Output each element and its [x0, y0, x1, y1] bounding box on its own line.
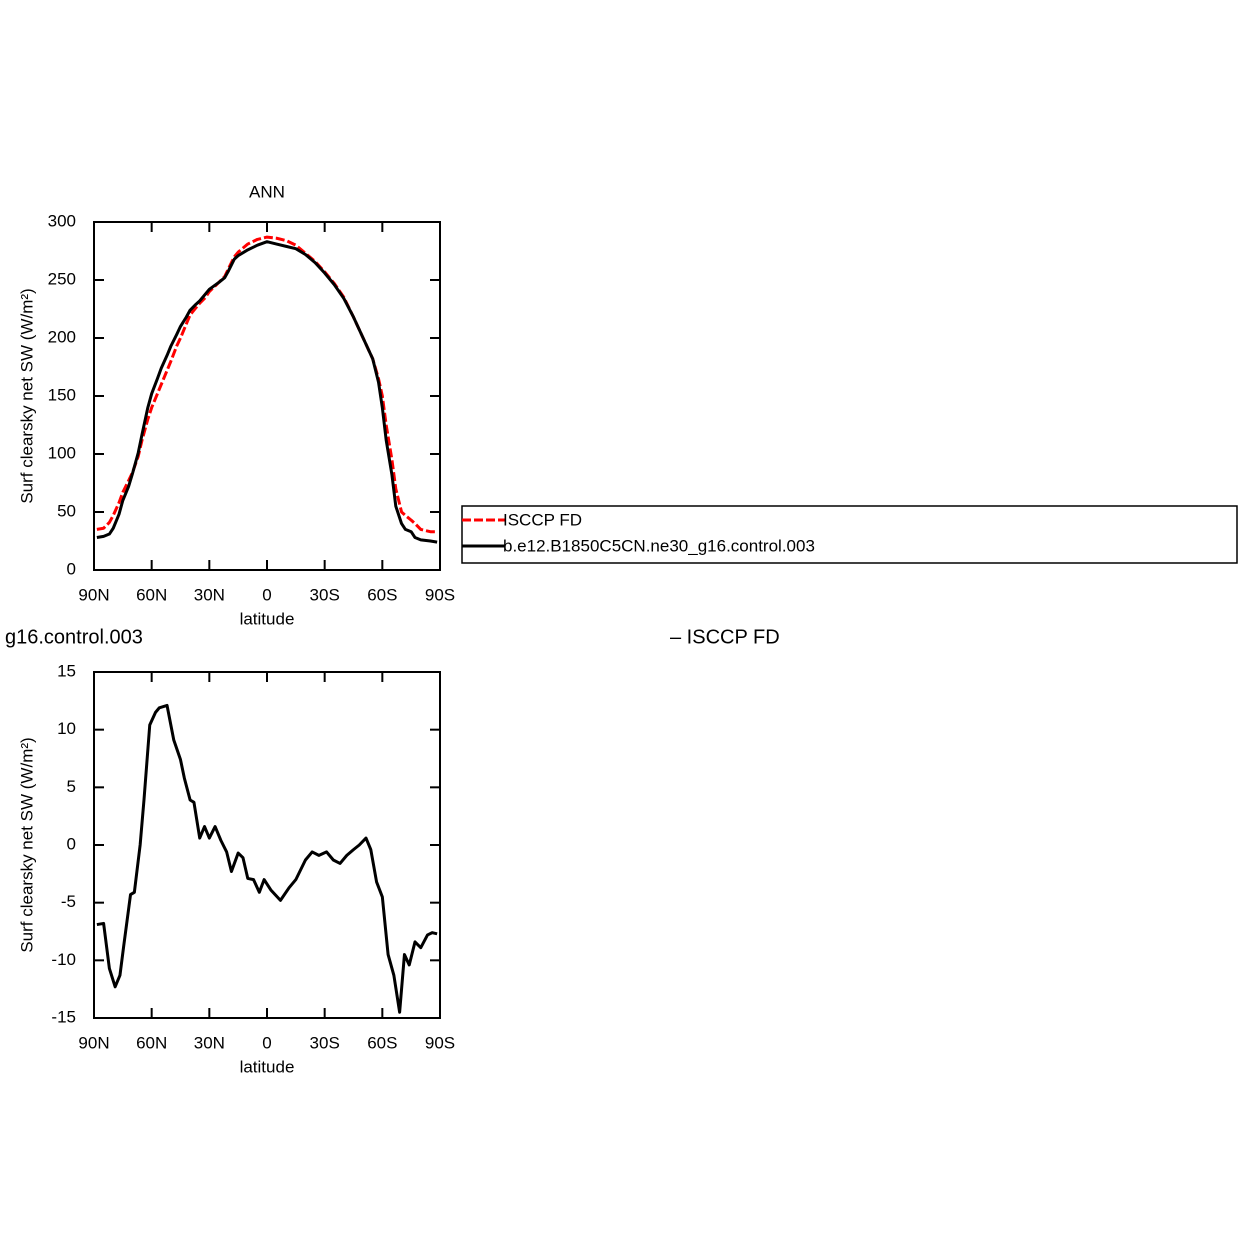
y-tick-label: -5 — [61, 892, 76, 911]
y-tick-label: 0 — [67, 834, 76, 853]
legend-box — [461, 505, 1238, 564]
x-tick-label: 90S — [425, 1033, 455, 1052]
x-tick-label: 60N — [136, 585, 167, 604]
x-tick-label: 30N — [194, 1033, 225, 1052]
x-tick-label: 90S — [425, 585, 455, 604]
data-line — [96, 235, 438, 534]
y-tick-label: 0 — [67, 559, 76, 578]
x-tick-label: 0 — [262, 585, 271, 604]
y-tick-label: 50 — [57, 501, 76, 520]
data-line — [96, 703, 438, 1014]
y-tick-label: 200 — [48, 327, 76, 346]
plot-frame — [93, 671, 441, 1019]
y-axis-label: Surf clearsky net SW (W/m²) — [17, 737, 36, 952]
x-tick-label: 30S — [310, 1033, 340, 1052]
y-tick-label: 100 — [48, 443, 76, 462]
y-axis-label: Surf clearsky net SW (W/m²) — [17, 288, 36, 503]
y-tick-label: 5 — [67, 777, 76, 796]
y-tick-label: 10 — [57, 719, 76, 738]
x-tick-label: 90N — [78, 585, 109, 604]
x-axis-label: latitude — [240, 1057, 295, 1076]
x-tick-label: 60N — [136, 1033, 167, 1052]
y-tick-label: 300 — [48, 211, 76, 230]
y-tick-label: 250 — [48, 269, 76, 288]
legend-label: b.e12.B1850C5CN.ne30_g16.control.003 — [503, 536, 815, 555]
x-tick-label: 60S — [367, 1033, 397, 1052]
x-axis-label: latitude — [240, 609, 295, 628]
x-tick-label: 60S — [367, 585, 397, 604]
y-tick-label: -10 — [51, 950, 76, 969]
data-line — [96, 240, 438, 544]
chart-title: g16.control.003 — [5, 626, 143, 648]
y-tick-label: 150 — [48, 385, 76, 404]
x-tick-label: 30N — [194, 585, 225, 604]
legend-label: ISCCP FD — [503, 510, 582, 529]
x-tick-label: 90N — [78, 1033, 109, 1052]
plot-frame — [93, 221, 441, 571]
chart-title: ANN — [249, 182, 285, 201]
chart-title: – ISCCP FD — [670, 626, 780, 648]
y-tick-label: -15 — [51, 1007, 76, 1026]
x-tick-label: 0 — [262, 1033, 271, 1052]
x-tick-label: 30S — [310, 585, 340, 604]
y-tick-label: 15 — [57, 661, 76, 680]
